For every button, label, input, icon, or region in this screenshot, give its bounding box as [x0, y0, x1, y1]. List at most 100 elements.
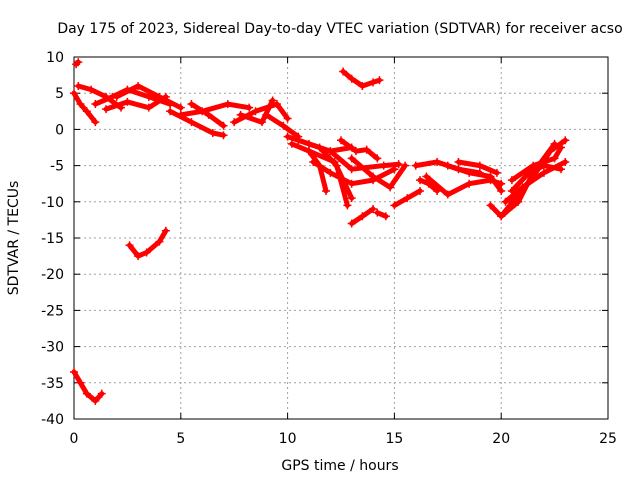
y-tick-label: -25: [41, 303, 64, 319]
data-point: [176, 110, 185, 119]
series-arc-17: [309, 157, 399, 188]
data-point: [394, 160, 403, 169]
data-point: [187, 100, 196, 109]
chart-title: Day 175 of 2023, Sidereal Day-to-day VTE…: [57, 21, 622, 37]
data-series: [70, 58, 570, 405]
data-point: [373, 154, 382, 163]
data-point: [347, 74, 356, 83]
data-point: [343, 201, 352, 210]
data-point: [236, 110, 245, 119]
y-tick-label: -5: [50, 159, 64, 175]
data-point: [557, 143, 566, 152]
series-trace: [75, 83, 124, 111]
data-point: [454, 157, 463, 166]
series-arc-21: [339, 67, 384, 90]
data-point: [251, 107, 260, 116]
series-trace: [114, 83, 184, 111]
data-point: [309, 157, 318, 166]
series-trace: [327, 148, 402, 172]
data-point: [433, 157, 442, 166]
data-point: [223, 100, 232, 109]
data-point: [97, 389, 106, 398]
data-point: [401, 161, 410, 170]
series-arc-5: [112, 81, 185, 112]
series-arc-34: [507, 161, 566, 195]
data-point: [411, 161, 420, 170]
data-point: [369, 205, 378, 214]
data-point: [358, 81, 367, 90]
data-point: [268, 96, 277, 105]
series-trace: [178, 101, 252, 118]
data-point: [245, 103, 254, 112]
data-point: [76, 378, 85, 387]
data-point: [76, 100, 85, 109]
data-point: [82, 389, 91, 398]
data-point: [433, 186, 442, 195]
series-arc-1: [70, 89, 100, 127]
data-point: [155, 92, 164, 101]
data-point: [142, 248, 151, 257]
data-point: [74, 58, 83, 67]
data-point: [87, 85, 96, 94]
data-point: [102, 105, 111, 114]
data-point: [91, 396, 100, 405]
y-tick-label: 10: [46, 50, 64, 66]
data-point: [219, 121, 228, 130]
data-point: [322, 186, 331, 195]
data-point: [70, 89, 78, 98]
series-trace: [509, 163, 564, 194]
data-point: [465, 179, 474, 188]
data-point: [155, 237, 164, 246]
data-point: [161, 226, 170, 235]
series-arc-23: [373, 208, 390, 221]
data-point: [486, 172, 495, 181]
x-tick-label: 5: [176, 431, 185, 447]
data-point: [416, 176, 425, 185]
data-point: [330, 157, 339, 166]
data-point: [369, 78, 378, 87]
data-point: [403, 194, 412, 203]
x-tick-label: 10: [279, 431, 297, 447]
y-tick-label: 5: [55, 86, 64, 102]
x-tick-label: 25: [599, 431, 617, 447]
data-point: [369, 172, 378, 181]
data-point: [279, 121, 288, 130]
data-point: [230, 118, 239, 127]
data-point: [187, 118, 196, 127]
data-point: [486, 201, 495, 210]
data-point: [497, 212, 506, 221]
series-trace: [445, 163, 504, 194]
data-point: [550, 154, 559, 163]
data-point: [539, 168, 548, 177]
data-point: [74, 81, 83, 90]
y-tick-label: -15: [41, 231, 64, 247]
data-point: [326, 168, 335, 177]
data-point: [70, 367, 78, 376]
data-point: [497, 186, 506, 195]
data-point: [219, 131, 228, 140]
data-point: [524, 168, 533, 177]
x-tick-label: 15: [385, 431, 403, 447]
data-point: [304, 147, 313, 156]
data-point: [347, 165, 356, 174]
data-point: [204, 110, 213, 119]
data-point: [283, 132, 292, 141]
y-axis-label: SDTVAR / TECUs: [6, 181, 22, 296]
data-point: [557, 165, 566, 174]
data-point: [294, 136, 303, 145]
data-point: [337, 136, 345, 145]
data-point: [283, 114, 292, 123]
series-arc-28: [416, 176, 442, 195]
y-tick-label: -30: [41, 340, 64, 356]
series-trace: [71, 90, 98, 125]
series-arc-6: [72, 58, 83, 69]
data-point: [123, 97, 132, 106]
data-point: [262, 110, 271, 119]
series-arc-35: [125, 226, 170, 261]
series-arc-9: [187, 100, 228, 130]
y-tick-label: -10: [41, 195, 64, 211]
series-trace: [349, 155, 408, 190]
data-point: [208, 129, 217, 138]
